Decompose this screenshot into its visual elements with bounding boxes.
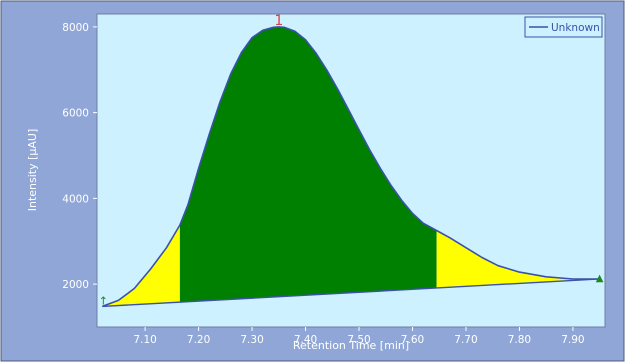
peak-label: 1	[274, 13, 283, 29]
x-tick-label: 7.20	[187, 334, 210, 346]
x-tick-label: 7.50	[347, 334, 370, 346]
peak-end-marker: ▲	[596, 273, 604, 284]
x-tick-label: 7.40	[294, 334, 317, 346]
x-tick-label: 7.30	[240, 334, 263, 346]
plot-area-border	[96, 13, 606, 328]
x-tick-label: 7.70	[454, 334, 477, 346]
y-tick-label: 8000	[62, 22, 89, 34]
integration-baseline	[102, 278, 600, 308]
legend-label-unknown: Unknown	[551, 22, 600, 34]
series-line-unknown	[102, 26, 600, 308]
legend: Unknown	[524, 16, 603, 38]
legend-box	[524, 16, 603, 38]
x-tick-label: 7.60	[401, 334, 424, 346]
peak-start-marker: ↑	[99, 294, 108, 307]
y-tick-label: 4000	[62, 193, 89, 205]
y-tick-label: 2000	[62, 279, 89, 291]
peak-integrated-area	[179, 26, 437, 303]
y-tick-label: 6000	[62, 108, 89, 120]
x-tick-label: 7.10	[133, 334, 156, 346]
peak-front-tail-area	[102, 225, 180, 307]
x-axis-title: Retention Time [min]	[293, 339, 409, 352]
y-axis-title: Intensity [µAU]	[26, 129, 39, 212]
x-tick-label: 7.90	[561, 334, 584, 346]
peak-back-tail-area	[436, 230, 600, 288]
x-tick-label: 7.80	[508, 334, 531, 346]
